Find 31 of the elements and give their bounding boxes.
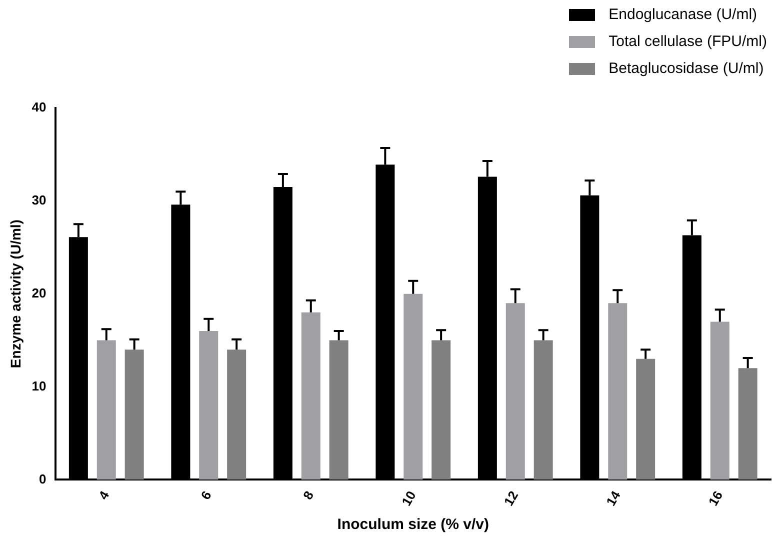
bar — [96, 340, 116, 480]
y-tick-label: 40 — [32, 100, 46, 115]
bar — [506, 303, 525, 480]
x-axis-title: Inoculum size (% v/v) — [337, 516, 489, 534]
bar — [227, 350, 246, 480]
x-tick-label: 16 — [705, 488, 726, 508]
y-tick-label: 20 — [32, 285, 46, 300]
bar — [301, 312, 320, 480]
bar — [329, 340, 348, 480]
x-tick-label: 10 — [398, 488, 419, 508]
bar — [710, 322, 730, 480]
bar — [738, 368, 758, 480]
bar — [199, 331, 218, 480]
legend-label: Endoglucanase (U/ml) — [608, 6, 758, 23]
bar — [404, 294, 423, 480]
bar — [534, 340, 553, 480]
x-tick-label: 8 — [300, 488, 317, 502]
bar — [124, 350, 144, 480]
bar — [608, 303, 628, 480]
x-tick-label: 12 — [500, 488, 522, 508]
y-tick-label: 10 — [32, 378, 46, 394]
x-tick-label: 6 — [198, 488, 214, 502]
legend-label: Betaglucosidase (U/ml) — [608, 60, 764, 77]
x-tick-label: 4 — [95, 488, 112, 502]
y-axis-title: Enzyme activity (U/ml) — [7, 220, 24, 368]
bar — [636, 358, 656, 480]
bar — [432, 340, 451, 480]
y-tick-label: 0 — [39, 471, 46, 486]
x-tick-label: 14 — [603, 488, 624, 508]
y-tick-label: 30 — [32, 192, 46, 208]
legend-label: Total cellulase (FPU/ml) — [608, 33, 767, 50]
